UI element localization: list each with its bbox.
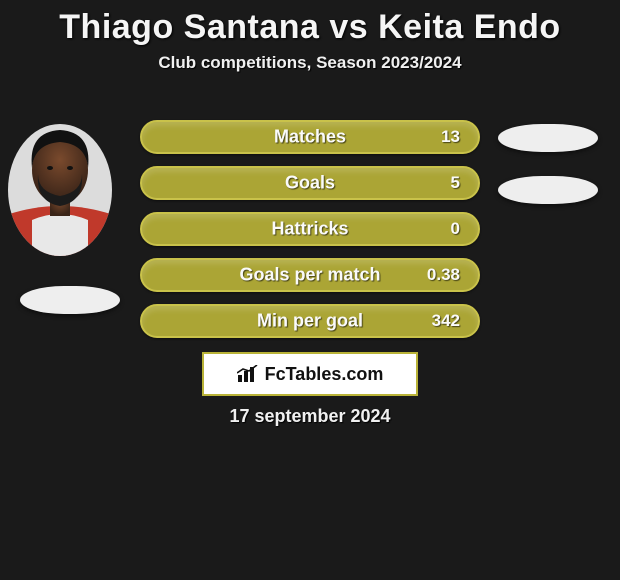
bar-value: 13 bbox=[441, 127, 460, 147]
bar-value: 5 bbox=[451, 173, 460, 193]
bar-label: Min per goal bbox=[142, 311, 478, 332]
bar-matches: Matches 13 bbox=[140, 120, 480, 154]
bar-label: Matches bbox=[142, 127, 478, 148]
bar-value: 0.38 bbox=[427, 265, 460, 285]
player-right-extra-pill bbox=[498, 176, 598, 204]
bar-label: Goals bbox=[142, 173, 478, 194]
player-left-avatar bbox=[8, 124, 112, 256]
bar-goals-per-match: Goals per match 0.38 bbox=[140, 258, 480, 292]
comparison-infographic: Thiago Santana vs Keita Endo Club compet… bbox=[0, 0, 620, 580]
bar-min-per-goal: Min per goal 342 bbox=[140, 304, 480, 338]
bar-label: Hattricks bbox=[142, 219, 478, 240]
subtitle: Club competitions, Season 2023/2024 bbox=[0, 53, 620, 73]
bar-label: Goals per match bbox=[142, 265, 478, 286]
date-text: 17 september 2024 bbox=[0, 406, 620, 427]
bar-value: 0 bbox=[451, 219, 460, 239]
player-left-name-pill bbox=[20, 286, 120, 314]
bar-value: 342 bbox=[432, 311, 460, 331]
bar-goals: Goals 5 bbox=[140, 166, 480, 200]
source-badge: FcTables.com bbox=[202, 352, 418, 396]
player-right-name-pill bbox=[498, 124, 598, 152]
source-badge-text: FcTables.com bbox=[265, 364, 384, 385]
stats-bars: Matches 13 Goals 5 Hattricks 0 Goals per… bbox=[140, 120, 480, 350]
page-title: Thiago Santana vs Keita Endo bbox=[0, 0, 620, 47]
bar-hattricks: Hattricks 0 bbox=[140, 212, 480, 246]
bar-chart-icon bbox=[237, 365, 259, 383]
